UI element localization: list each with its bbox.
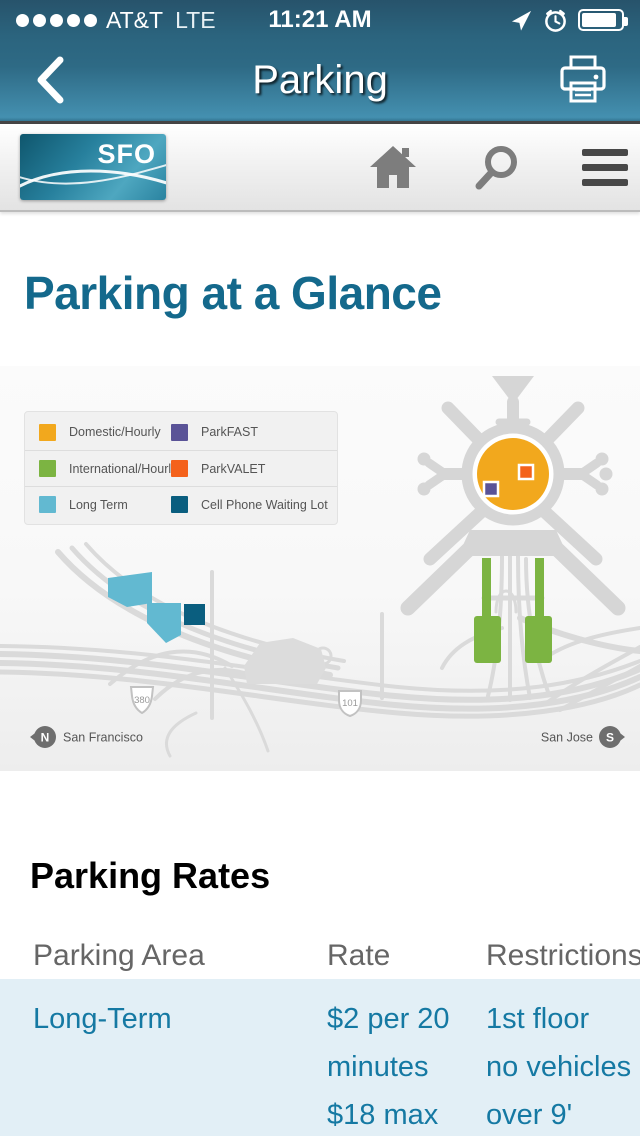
column-header-restrictions: Restrictions [486,939,640,972]
north-marker: N San Francisco [30,726,143,748]
column-header-parking-area: Parking Area [33,939,205,972]
carrier-label: AT&T [106,6,164,33]
hamburger-icon [582,148,628,156]
signal-strength-icon [16,13,97,27]
page-title: Parking [252,58,388,102]
svg-text:N: N [41,731,50,745]
sfo-logo[interactable]: SFO [20,134,166,200]
building-shape [244,638,326,684]
back-button[interactable] [26,48,74,112]
legend-item: ParkVALET [171,460,265,477]
sfo-logo-swoosh [20,164,166,188]
svg-text:San Jose: San Jose [541,731,593,745]
table-header-row: Parking Area Rate Restrictions [0,939,640,979]
print-button[interactable] [550,48,616,112]
rates-table: Parking Area Rate Restrictions Long-Term… [0,939,640,1136]
status-bar: AT&T LTE 11:21 AM [0,0,640,40]
clock-time: 11:21 AM [268,6,372,33]
cell-rate: $2 per 20 minutes $18 max [327,1003,450,1131]
domestic-hourly-garage [477,438,549,510]
cell-phone-waiting-lot [184,604,205,625]
search-icon [475,146,517,190]
legend-swatch [39,460,56,477]
legend-swatch [39,423,56,441]
app-header: AT&T LTE 11:21 AM Parking [0,0,640,124]
long-term-lot-b [147,603,181,643]
column-header-rate: Rate [327,939,391,972]
legend-swatch [171,496,188,513]
south-marker: San Jose S [541,726,625,748]
legend-swatch [39,496,56,513]
site-header: SFO [0,124,640,212]
parkfast-marker [482,480,500,498]
svg-text:380: 380 [134,695,150,706]
highway-shield-101: 101 [338,690,362,718]
search-button[interactable] [474,144,520,190]
cell-parking-area: Long-Term [33,1003,172,1035]
international-garages [474,558,552,663]
location-arrow-icon [510,9,533,32]
legend-item: Long Term [25,496,171,513]
home-icon [370,146,416,188]
rates-heading: Parking Rates [30,855,271,896]
page-heading: Parking at a Glance [24,267,442,319]
battery-icon [578,9,628,31]
highway-shield-380: 380 [129,686,155,715]
svg-text:S: S [606,731,614,745]
legend-item: International/Hourly [25,460,177,477]
printer-icon [560,55,606,103]
table-row: Long-Term $2 per 20 minutes $18 max 1st … [0,979,640,1136]
network-type-label: LTE [175,6,216,33]
sfo-logo-text: SFO [97,139,156,169]
legend-item: ParkFAST [171,423,258,441]
legend-swatch [171,423,188,441]
legend-swatch [171,460,188,477]
menu-button[interactable] [582,148,628,186]
legend-item: Cell Phone Waiting Lot [171,496,328,513]
cell-restrictions: 1st floor no vehicles over 9' [486,1003,632,1131]
parking-map: 380 101 N San Francisco San Jose S Domes… [0,366,640,771]
airport-map-graphic: 380 101 N San Francisco San Jose S [0,376,640,758]
home-button[interactable] [369,144,417,190]
long-term-lot-a [108,572,152,607]
legend-item: Domestic/Hourly [25,423,171,441]
alarm-clock-icon [543,8,568,33]
map-legend: Domestic/Hourly ParkFAST International/H… [24,411,338,525]
parkvalet-marker [517,463,535,481]
svg-text:San Francisco: San Francisco [63,731,143,745]
svg-text:101: 101 [342,698,358,709]
nav-bar: Parking [0,40,640,121]
